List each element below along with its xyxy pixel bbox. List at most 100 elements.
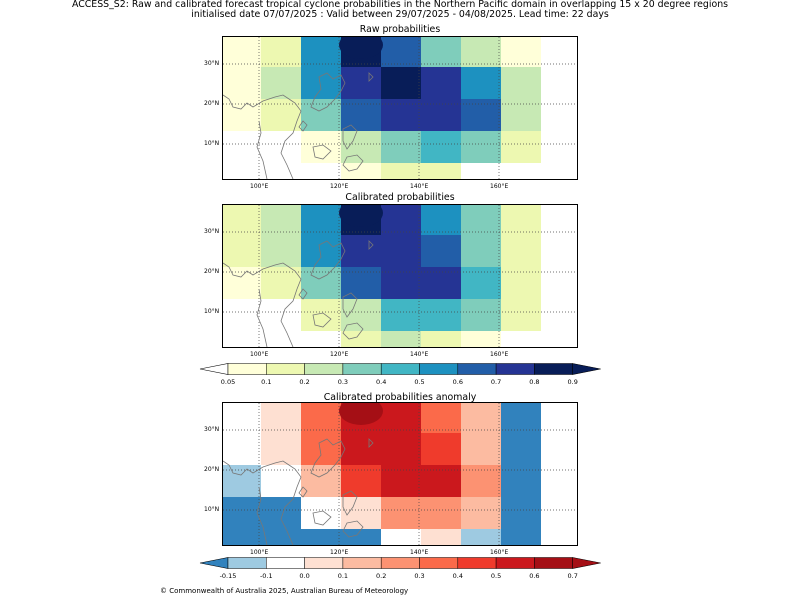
grid-cell <box>223 497 261 529</box>
colorbar-min-arrow <box>199 363 229 375</box>
cal-y-tick-10n: 10°N <box>204 308 220 315</box>
grid-cell <box>261 331 301 347</box>
colorbar-tick-label: -0.1 <box>259 572 273 580</box>
colorbar-tick-label: 0.7 <box>490 378 502 386</box>
grid-cell <box>421 67 461 99</box>
colorbar-segment <box>380 557 420 569</box>
colorbar-segment <box>227 557 267 569</box>
grid-cell <box>421 299 461 331</box>
colorbar-segment <box>534 557 573 569</box>
grid-cell <box>381 205 421 235</box>
colorbar-segment <box>419 363 459 375</box>
grid-cell <box>301 299 341 331</box>
cal-x-tick-160e: 160°E <box>490 351 509 358</box>
grid-cell <box>261 163 301 179</box>
max-probability-core <box>339 37 383 59</box>
colorbar-tick-label: 0.8 <box>529 378 540 386</box>
grid-cell <box>341 497 381 529</box>
anom-y-tick-30n: 30°N <box>204 426 220 433</box>
grid-cell <box>461 529 501 545</box>
cal-x-tick-100e: 100°E <box>250 351 269 358</box>
grid-cell <box>223 163 261 179</box>
grid-cell <box>501 299 541 331</box>
grid-cell <box>261 67 301 99</box>
grid-cell <box>301 433 341 465</box>
colorbar-max-arrow <box>572 557 601 569</box>
colorbar-tick-label: -0.15 <box>219 572 237 580</box>
raw-x-tick-140e: 140°E <box>410 183 429 190</box>
grid-cell <box>501 163 541 179</box>
cal-y-tick-30n: 30°N <box>204 228 220 235</box>
grid-cell <box>223 433 261 465</box>
grid-cell <box>223 205 261 235</box>
grid-cell <box>461 331 501 347</box>
grid-cell <box>381 67 421 99</box>
calibrated-map-title: Calibrated probabilities <box>345 192 455 203</box>
grid-cell <box>421 497 461 529</box>
calibrated-probability-map <box>222 204 578 348</box>
grid-cell <box>261 235 301 267</box>
colorbar-tick-label: 0.4 <box>376 378 387 386</box>
grid-cell <box>341 163 381 179</box>
colorbar-segment <box>495 557 535 569</box>
grid-cell <box>421 433 461 465</box>
grid-cell <box>341 331 381 347</box>
cal-x-tick-140e: 140°E <box>410 351 429 358</box>
grid-cell <box>461 497 501 529</box>
cal-x-tick-120e: 120°E <box>330 351 349 358</box>
grid-cell <box>341 235 381 267</box>
grid-cell <box>501 131 541 163</box>
grid-cell <box>223 37 261 67</box>
grid-cell <box>381 497 421 529</box>
coastline <box>223 438 374 545</box>
grid-cell <box>381 235 421 267</box>
colorbar-segment <box>304 557 344 569</box>
grid-cell <box>461 205 501 235</box>
grid-cell <box>261 529 301 545</box>
anom-x-tick-160e: 160°E <box>490 549 509 556</box>
colorbar-segment <box>304 363 344 375</box>
grid-cell <box>501 205 541 235</box>
colorbar-tick-label: 0.1 <box>261 378 272 386</box>
grid-cell <box>223 529 261 545</box>
grid-cell <box>381 163 421 179</box>
colorbar-segment <box>342 557 382 569</box>
anom-x-tick-100e: 100°E <box>250 549 269 556</box>
grid-cell <box>223 299 261 331</box>
grid-cell <box>301 497 341 529</box>
figure-title-line2: initialised date 07/07/2025 : Valid betw… <box>191 9 609 20</box>
grid-cell <box>341 299 381 331</box>
grid-cell <box>223 67 261 99</box>
grid-cell <box>301 163 341 179</box>
grid-cell <box>301 67 341 99</box>
grid-cell <box>381 37 421 67</box>
grid-cell <box>501 433 541 465</box>
grid-cell <box>501 37 541 67</box>
anom-x-tick-120e: 120°E <box>330 549 349 556</box>
grid-cell <box>461 163 501 179</box>
grid-cell <box>421 37 461 67</box>
grid-cell <box>421 163 461 179</box>
grid-cell <box>381 433 421 465</box>
colorbar-segment <box>266 557 305 569</box>
coastline <box>223 72 374 179</box>
colorbar-segment <box>266 363 305 375</box>
grid-cell <box>223 235 261 267</box>
colorbar-tick-label: 0.6 <box>529 572 540 580</box>
grid-cell <box>223 131 261 163</box>
grid-cell <box>381 299 421 331</box>
anomaly-map-title: Calibrated probabilities anomaly <box>323 392 477 403</box>
raw-y-tick-20n: 20°N <box>204 100 220 107</box>
grid-cell <box>421 131 461 163</box>
colorbar-segment <box>457 557 497 569</box>
grid-cell <box>261 403 301 433</box>
grid-cell <box>261 37 301 67</box>
colorbar-tick-label: 0.0 <box>299 572 310 580</box>
grid-cell <box>261 205 301 235</box>
grid-cell <box>381 529 421 545</box>
probability-colorbar <box>199 363 601 375</box>
colorbar-segment <box>380 363 420 375</box>
raw-y-tick-10n: 10°N <box>204 140 220 147</box>
colorbar-tick-label: 0.4 <box>452 572 463 580</box>
grid-cell <box>421 403 461 433</box>
